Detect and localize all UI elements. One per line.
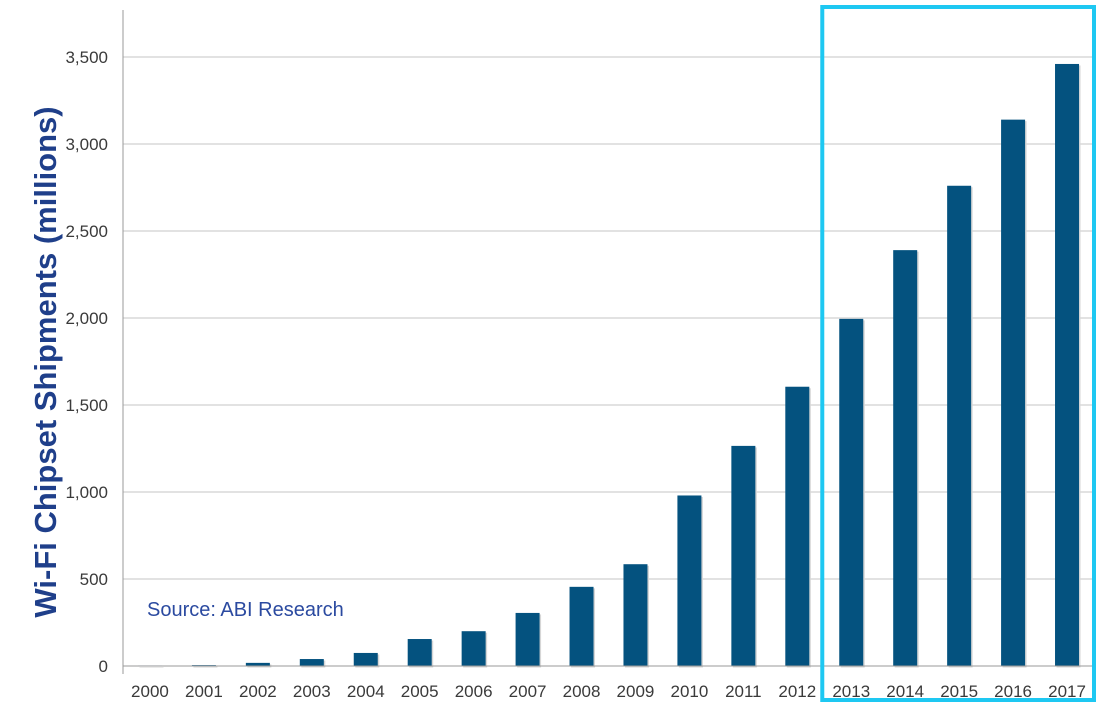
x-tick-label: 2008	[563, 682, 601, 701]
highlight-box	[820, 5, 1096, 702]
bar-2011	[731, 445, 756, 666]
y-axis-label: Wi-Fi Chipset Shipments (millions)	[28, 106, 63, 617]
x-tick-label: 2015	[940, 682, 978, 701]
bar-shadow	[193, 666, 218, 668]
y-tick-label: 1,000	[65, 483, 108, 502]
x-tick-label: 2016	[994, 682, 1032, 701]
gridlines	[123, 56, 1094, 580]
x-tick-labels: 2000 2001 2002 2003 2004 2005 2006 2007 2008 2009…	[131, 682, 1086, 701]
y-tick-label: 1,500	[65, 396, 108, 415]
x-tick-label: 2005	[401, 682, 439, 701]
x-tick-label: 2017	[1048, 682, 1086, 701]
x-tick-label: 2010	[671, 682, 709, 701]
bar-2009	[623, 564, 648, 666]
bar-2002	[245, 662, 270, 666]
x-tick-label: 2002	[239, 682, 277, 701]
bar-2008	[569, 586, 594, 666]
y-tick-label: 2,000	[65, 309, 108, 328]
x-tick-label: 2007	[509, 682, 547, 701]
bar-2007	[515, 612, 540, 666]
bar-2017	[1055, 63, 1080, 666]
bar-2004	[353, 652, 378, 666]
bar-2010	[677, 495, 702, 666]
x-tick-label: 2001	[185, 682, 223, 701]
x-tick-label: 2009	[617, 682, 655, 701]
x-tick-label: 2000	[131, 682, 169, 701]
x-tick-label: 2013	[832, 682, 870, 701]
y-tick-label: 2,500	[65, 222, 108, 241]
y-tick-label: 500	[80, 570, 108, 589]
bar-2014	[893, 250, 918, 666]
x-tick-label: 2011	[725, 682, 762, 701]
source-annotation: Source: ABI Research	[147, 599, 344, 621]
bar-2012	[785, 386, 810, 666]
bar-2005	[407, 639, 432, 666]
bars	[137, 63, 1081, 668]
x-tick-label: 2003	[293, 682, 331, 701]
y-tick-label: 3,000	[65, 135, 108, 154]
y-tick-labels: 0 500 1,000 1,500 2,000 2,500 3,000 3,500	[65, 48, 108, 676]
x-tick-label: 2012	[778, 682, 816, 701]
y-tick-label: 3,500	[65, 48, 108, 67]
bar-shadow	[139, 666, 164, 668]
bar-2015	[947, 185, 972, 666]
bar-2013	[839, 318, 864, 666]
x-tick-label: 2014	[886, 682, 924, 701]
bar-2016	[1001, 119, 1026, 666]
bar-2003	[299, 659, 324, 666]
x-tick-label: 2006	[455, 682, 493, 701]
x-tick-label: 2004	[347, 682, 385, 701]
bar-2006	[461, 631, 486, 666]
y-tick-label: 0	[99, 657, 108, 676]
